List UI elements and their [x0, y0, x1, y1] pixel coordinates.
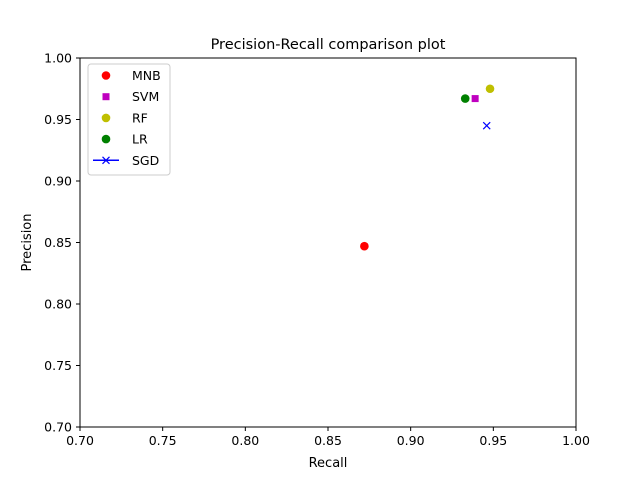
- data-point-mnb: [360, 241, 369, 251]
- y-tick-label: 0.90: [44, 174, 72, 189]
- legend-frame: [87, 63, 171, 176]
- data-point-sgd: [482, 121, 491, 130]
- x-tick-label: 0.70: [66, 433, 94, 448]
- legend-marker-lr: [101, 134, 111, 144]
- data-point-rf: [485, 84, 495, 94]
- x-tick-label: 1.00: [562, 433, 590, 448]
- x-axis-ticks: 0.70 0.75 0.80 0.85 0.90 0.95 1.00: [66, 427, 590, 448]
- x-tick-label: 0.80: [231, 433, 259, 448]
- data-point-svm: [471, 95, 479, 103]
- x-tick-label: 0.90: [397, 433, 425, 448]
- y-tick-label: 1.00: [44, 51, 72, 66]
- legend-label-sgd: SGD: [132, 153, 159, 168]
- x-tick-label: 0.95: [479, 433, 507, 448]
- x-axis-label: Recall: [309, 456, 348, 471]
- y-tick-label: 0.95: [44, 112, 72, 127]
- legend-marker-mnb: [101, 71, 111, 80]
- y-tick-label: 0.70: [44, 420, 72, 435]
- y-tick-label: 0.75: [44, 358, 72, 373]
- legend-marker-sgd: [102, 156, 110, 165]
- y-tick-label: 0.85: [44, 235, 72, 250]
- legend: MNB SVM RF LR SGD: [87, 63, 171, 176]
- y-tick-label: 0.80: [44, 297, 72, 312]
- x-tick-label: 0.75: [149, 433, 177, 448]
- legend-label-svm: SVM: [132, 89, 159, 104]
- legend-label-lr: LR: [132, 132, 148, 147]
- legend-label-mnb: MNB: [132, 68, 161, 83]
- data-point-lr: [460, 94, 470, 103]
- legend-marker-rf: [101, 113, 111, 123]
- marker-stroke: [102, 156, 110, 165]
- y-axis-label: Precision: [20, 213, 35, 271]
- chart-title: Precision-Recall comparison plot: [211, 37, 446, 53]
- legend-label-rf: RF: [132, 110, 148, 125]
- plot-area: [360, 84, 495, 251]
- legend-marker-svm: [102, 93, 110, 101]
- marker-stroke: [482, 121, 491, 130]
- y-axis-ticks: 0.70 0.75 0.80 0.85 0.90 0.95 1.00: [44, 51, 80, 435]
- x-tick-label: 0.85: [314, 433, 342, 448]
